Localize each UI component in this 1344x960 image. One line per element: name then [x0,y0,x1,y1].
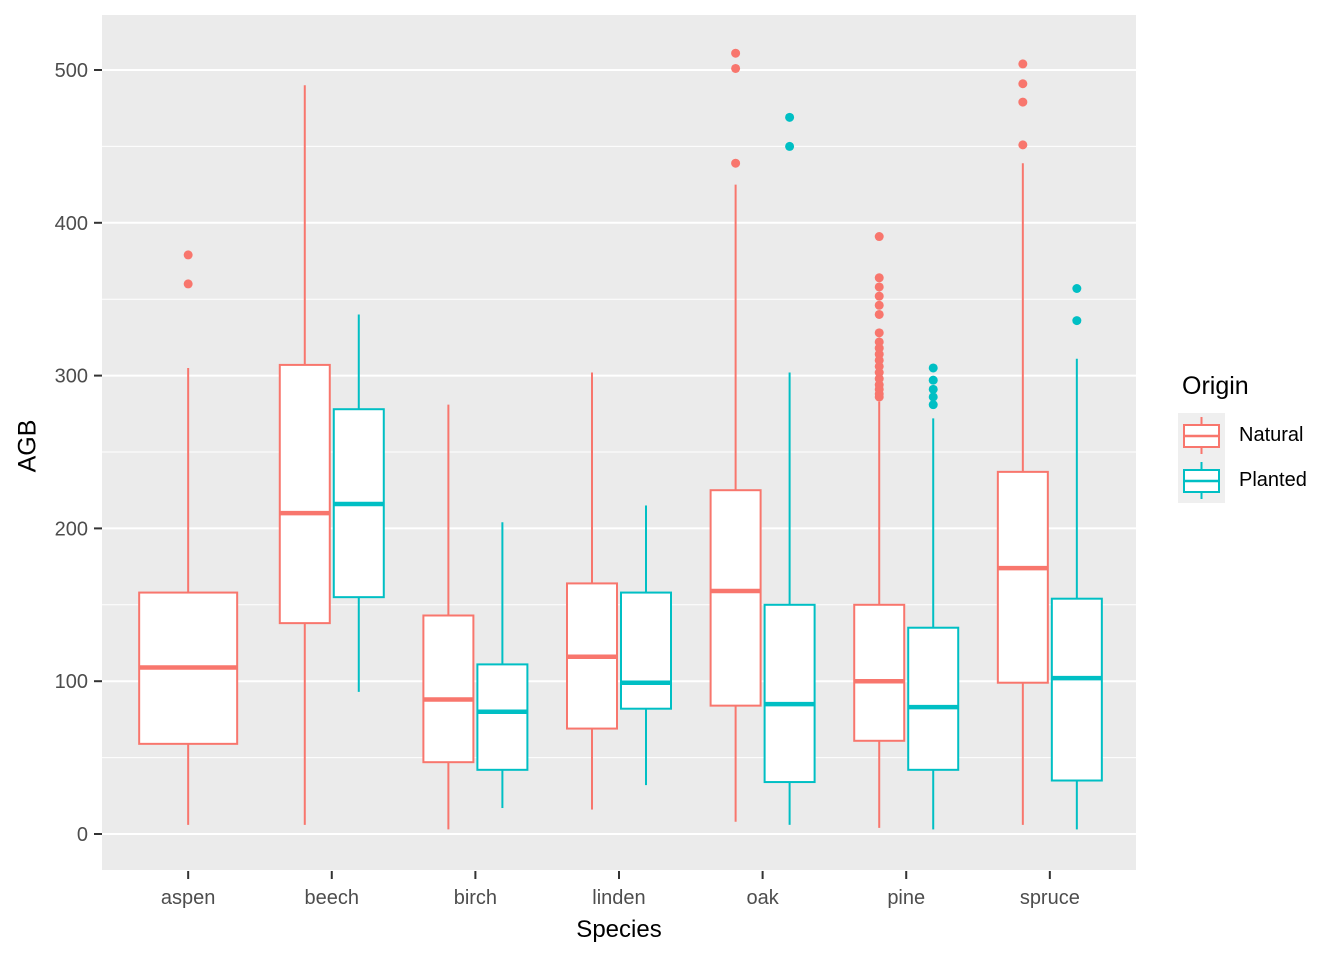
outlier-dot-oak-planted-469 [785,112,795,122]
x-tick-label-pine: pine [887,887,925,909]
box-birch-natural [422,614,475,764]
outlier-dot-spruce-planted-336 [1072,316,1082,326]
x-tick-label-linden: linden [592,887,645,909]
box-beech-natural [278,363,331,625]
y-tick-label-200: 200 [55,518,88,540]
y-axis-title: AGB [13,419,42,473]
outlier-dot-pine-natural-328 [874,328,884,338]
legend-title: Origin [1182,372,1249,400]
legend-key-planted [1178,458,1225,503]
x-tick-label-beech: beech [305,887,360,909]
box-pine-natural [853,603,906,742]
boxplot-glyph-planted-icon [1183,462,1220,499]
outlier-dot-pine-planted-297 [928,375,938,385]
legend-entry-planted: Planted [1178,458,1307,503]
y-tick-label-100: 100 [55,671,88,693]
outlier-dot-pine-planted-286 [928,392,938,402]
outlier-dot-aspen-natural-379 [183,250,193,260]
outlier-dot-spruce-planted-357 [1072,284,1082,294]
outlier-dot-oak-planted-450 [785,141,795,151]
outlier-dot-spruce-natural-504 [1018,59,1028,69]
outlier-dot-pine-planted-291 [928,384,938,394]
box-linden-planted [620,591,672,710]
x-axis-title: Species [576,916,662,943]
legend-entry-natural: Natural [1178,413,1307,458]
outlier-dot-pine-planted-281 [928,400,938,410]
legend-label-planted: Planted [1239,469,1307,491]
box-birch-planted [476,663,529,771]
y-tick-label-300: 300 [55,366,88,388]
outlier-dot-spruce-natural-491 [1018,79,1028,89]
outlier-dot-pine-natural-364 [874,273,884,283]
box-pine-planted [907,626,960,771]
x-tick-label-aspen: aspen [161,887,216,909]
y-tick-label-400: 400 [55,213,88,235]
box-oak-planted [763,603,816,784]
panel-background [102,15,1136,870]
box-oak-natural [709,489,762,707]
outlier-dot-spruce-natural-479 [1018,97,1028,107]
outlier-dot-oak-natural-511 [731,48,741,58]
outlier-dot-spruce-natural-451 [1018,140,1028,150]
box-spruce-planted [1050,597,1103,782]
outlier-dot-pine-natural-322 [874,337,884,347]
outlier-dot-pine-natural-340 [874,309,884,319]
outlier-dot-oak-natural-501 [731,63,741,73]
x-tick-label-birch: birch [454,887,497,909]
outlier-dot-pine-natural-391 [874,232,884,242]
x-tick-label-oak: oak [746,887,779,909]
y-tick-label-0: 0 [77,824,88,846]
outlier-dot-aspen-natural-360 [183,279,193,289]
x-tick-label-spruce: spruce [1020,887,1080,909]
outlier-dot-pine-planted-305 [928,363,938,373]
boxplot-glyph-natural-icon [1183,417,1220,454]
outlier-dot-oak-natural-439 [731,158,741,168]
legend: Origin Natural Plan [1178,372,1307,503]
box-spruce-natural [996,470,1049,684]
legend-label-natural: Natural [1239,424,1304,446]
outlier-dot-pine-natural-346 [874,300,884,310]
outlier-dot-pine-natural-352 [874,291,884,301]
y-tick-label-500: 500 [55,60,88,82]
legend-key-natural [1178,413,1225,458]
outlier-dot-pine-natural-358 [874,282,884,292]
